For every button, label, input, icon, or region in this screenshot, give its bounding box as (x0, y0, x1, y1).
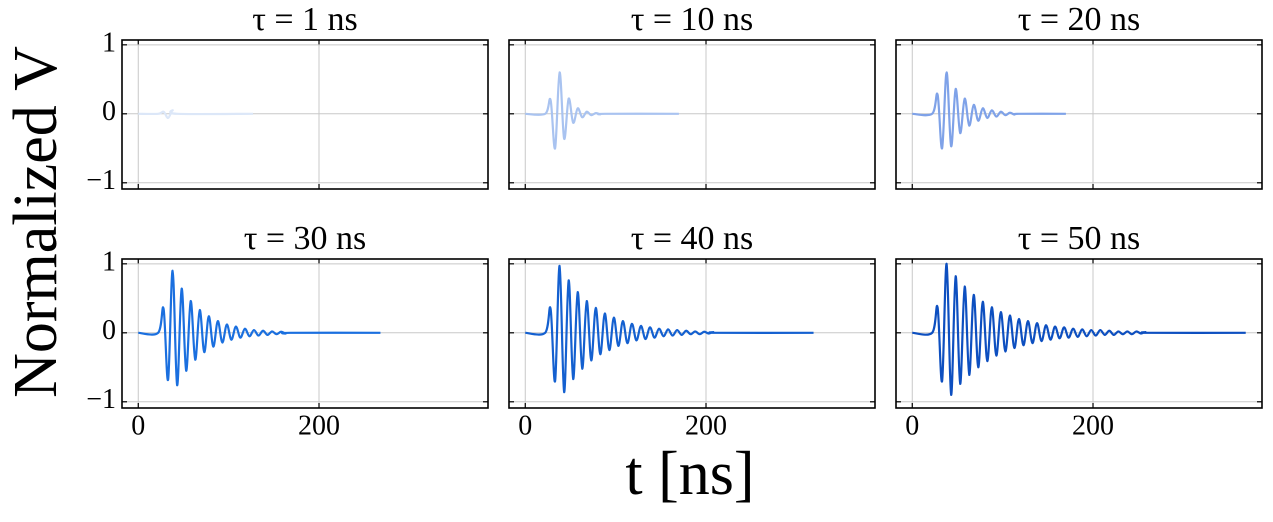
x-tick-label: 200 (1072, 410, 1114, 441)
signal-line (525, 71, 679, 150)
subplot-title: τ = 10 ns (631, 1, 754, 38)
y-tick-label: 0 (102, 315, 116, 346)
axes-frame (895, 258, 1263, 409)
x-tick-label: 200 (685, 410, 727, 441)
axes-frame (121, 39, 489, 190)
subplot-title: τ = 40 ns (631, 220, 754, 257)
x-tick-label: 0 (131, 410, 145, 441)
subplot-title: τ = 30 ns (244, 220, 367, 257)
subplot-title: τ = 1 ns (252, 1, 358, 38)
signal-line (912, 71, 1066, 150)
axes-frame (508, 258, 876, 409)
x-tick-label: 200 (298, 410, 340, 441)
x-axis-label: t [ns] (625, 440, 754, 508)
subplot-title: τ = 20 ns (1018, 1, 1141, 38)
x-tick-label: 0 (905, 410, 919, 441)
signal-line (525, 264, 814, 394)
y-tick-label: 0 (102, 96, 116, 127)
axes-frame (121, 258, 489, 409)
y-tick-label: −1 (86, 384, 116, 415)
axes-frame (895, 39, 1263, 190)
y-axis-label: Normalized V (2, 46, 70, 398)
signal-line (138, 109, 254, 120)
signal-line (912, 262, 1246, 396)
y-tick-label: 1 (102, 246, 116, 277)
y-tick-label: −1 (86, 165, 116, 196)
signal-line (138, 269, 381, 387)
axes-frame (508, 39, 876, 190)
y-tick-label: 1 (102, 27, 116, 58)
x-tick-label: 0 (518, 410, 532, 441)
subplot-title: τ = 50 ns (1018, 220, 1141, 257)
